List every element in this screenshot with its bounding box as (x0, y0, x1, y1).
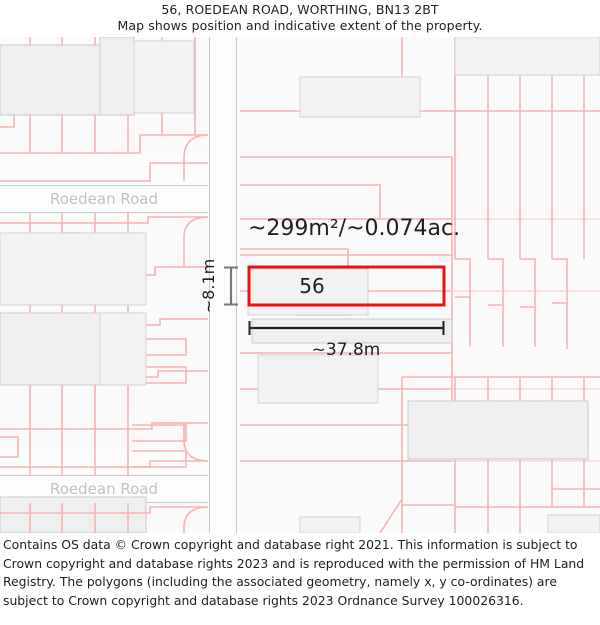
map-footer: Contains OS data © Crown copyright and d… (0, 536, 600, 625)
parcels-southwest (0, 503, 209, 533)
map-header: 56, ROEDEAN ROAD, WORTHING, BN13 2BT Map… (0, 0, 600, 37)
buildings-northwest (0, 37, 195, 116)
copyright-text: Contains OS data © Crown copyright and d… (3, 537, 585, 608)
dimension-width (248, 321, 445, 335)
page-subtitle: Map shows position and indicative extent… (117, 18, 483, 33)
street-label-roedean-road-north: Roedean Road (50, 190, 158, 208)
road-vertical (208, 37, 238, 533)
property-boundary-highlight[interactable] (247, 265, 446, 307)
buildings-east-topright (454, 37, 600, 76)
plot-number-label: 56 (299, 274, 324, 298)
road-horizontal-north (0, 184, 208, 214)
page-title: 56, ROEDEAN ROAD, WORTHING, BN13 2BT (161, 2, 439, 17)
buildings-east (247, 76, 600, 533)
map-canvas[interactable]: .pl { fill:none; stroke:#f6b3b3; stroke-… (0, 37, 600, 533)
dimension-height (224, 266, 238, 306)
buildings-west-middle (0, 232, 147, 533)
street-label-roedean-road-south: Roedean Road (50, 480, 158, 498)
area-label: ~299m²/~0.074ac. (248, 216, 460, 241)
map-svg[interactable]: .pl { fill:none; stroke:#f6b3b3; stroke-… (0, 37, 600, 533)
dimension-height-label: ~8.1m (199, 259, 218, 313)
dimension-width-label: ~37.8m (312, 340, 381, 360)
